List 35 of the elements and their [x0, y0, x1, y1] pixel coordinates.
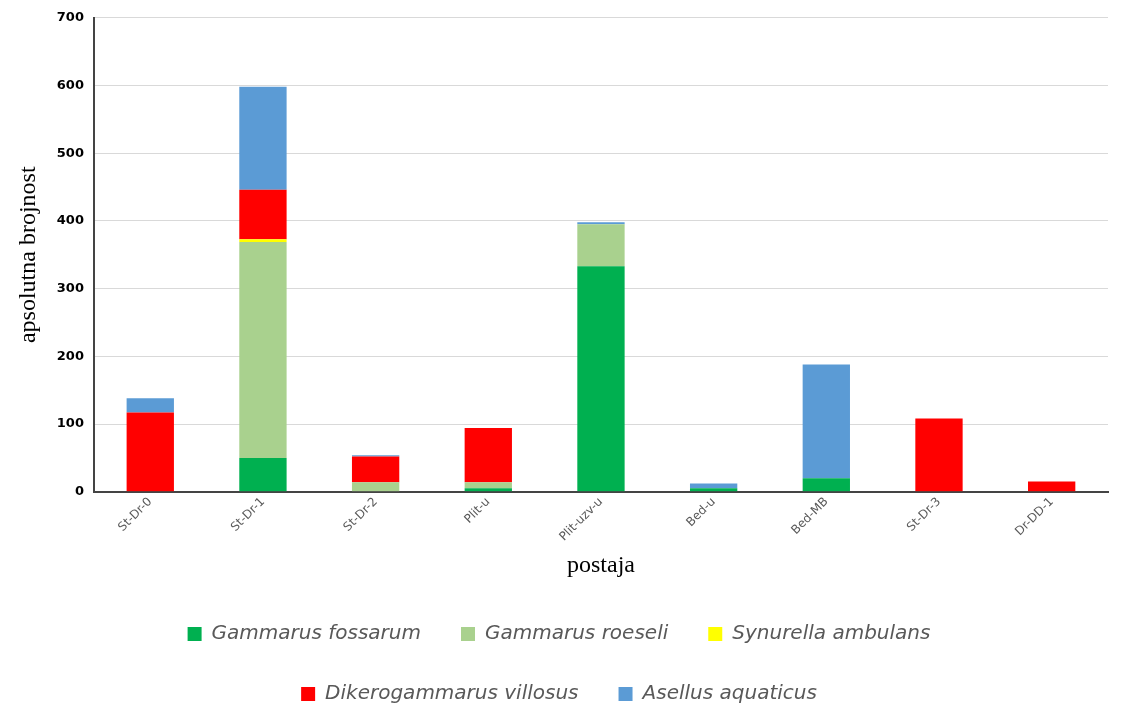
bar: [351, 482, 400, 492]
y-tick-label: 300: [56, 279, 84, 295]
legend-label: Asellus aquaticus: [640, 680, 817, 705]
bar: [577, 266, 625, 492]
y-axis-title: apsolutna brojnost: [13, 166, 40, 344]
legend-label: Gammarus roeseli: [485, 620, 669, 645]
bar: [239, 189, 287, 240]
bar: [239, 457, 287, 492]
bar: [239, 241, 287, 458]
bar: [802, 478, 850, 492]
bar: [464, 428, 512, 483]
legend-label: Gammarus fossarum: [211, 620, 421, 645]
y-tick-label: 700: [56, 9, 84, 25]
y-tick-label: 100: [56, 415, 84, 431]
bar: [915, 418, 963, 492]
y-tick-label: 0: [74, 483, 84, 499]
x-axis-title: postaja: [566, 550, 636, 577]
legend-label: Synurella ambulans: [732, 620, 931, 645]
bar: [126, 412, 174, 492]
bar: [689, 488, 738, 492]
bar: [239, 86, 287, 190]
bar: [464, 488, 512, 492]
y-tick-label: 600: [56, 76, 84, 92]
legend-label: Dikerogammarus villosus: [325, 680, 579, 705]
y-tick-label: 400: [56, 212, 84, 228]
y-tick-label: 500: [56, 144, 84, 160]
bar: [351, 456, 400, 483]
bar: [577, 224, 625, 267]
bar: [464, 482, 512, 489]
bar: [1028, 481, 1076, 492]
bar: [577, 222, 625, 225]
bar: [239, 239, 287, 242]
y-tick-label: 200: [56, 347, 84, 363]
bar: [802, 364, 850, 479]
bar: [126, 398, 174, 413]
